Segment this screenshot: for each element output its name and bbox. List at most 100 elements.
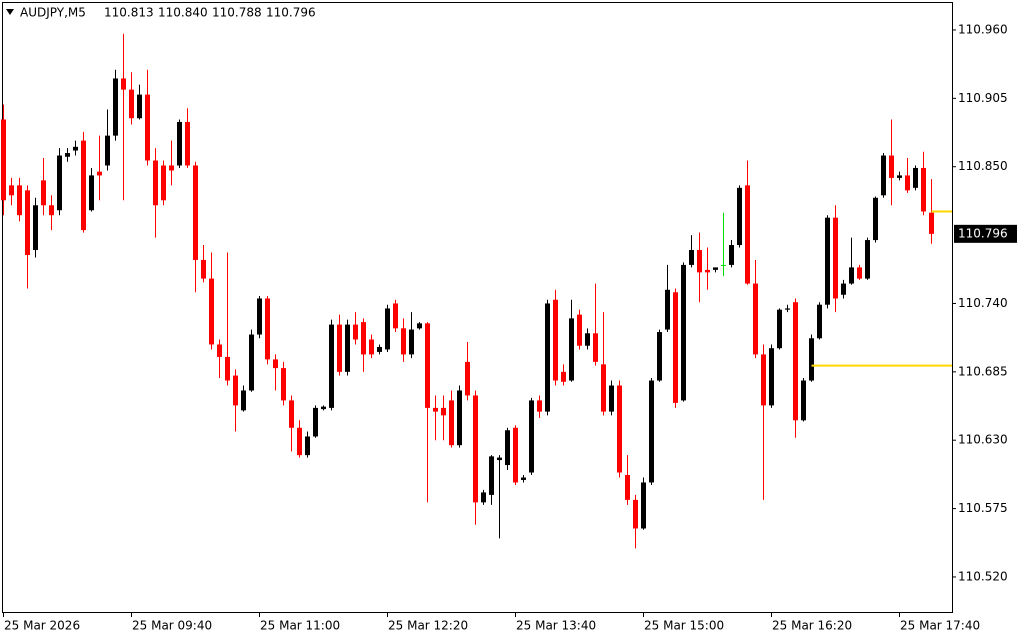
candle-body [505,430,510,466]
candle-body [705,269,710,273]
candle-body [865,240,870,279]
candle-body [697,250,702,273]
candle-body [489,456,494,495]
x-tick-label: 25 Mar 2026 [4,619,80,633]
candle-body [337,324,342,372]
y-tick-label: 110.850 [958,159,1008,173]
candle-body [153,160,158,206]
candle-body [73,146,78,151]
candle-body [889,155,894,178]
candle-body [89,175,94,211]
candle-body [353,324,358,340]
candle-body [9,185,14,196]
candle-body [481,492,486,503]
last-close: 110.796 [266,6,316,20]
menu-triangle [6,9,14,15]
candle-body [577,314,582,346]
candle-body [265,298,270,360]
plot-frame [2,2,953,613]
candle-body [881,155,886,196]
candle-body [193,165,198,260]
x-tick-label: 25 Mar 13:40 [516,619,596,633]
last-open: 110.813 [104,6,154,20]
candle-body [769,348,774,406]
candle-body [161,165,166,201]
x-tick-label: 25 Mar 09:40 [132,619,212,633]
candle-body [873,197,878,241]
candle-body [801,380,806,421]
candle-body [497,457,502,461]
candle-body [409,329,414,355]
candle-body [57,155,62,211]
candle-body [633,499,638,529]
candle-body [921,167,926,212]
y-tick-label: 110.630 [958,433,1008,447]
candle-body [625,475,630,500]
candle-body [553,299,558,381]
candle-body [521,477,526,480]
candle-body [137,94,142,119]
candle-body [345,324,350,372]
candle-body [569,318,574,381]
candle-body [729,245,734,265]
candle-body [313,407,318,437]
candle-body [529,400,534,473]
candle-body [425,323,430,408]
x-tick-label: 25 Mar 15:00 [644,619,724,633]
candle-body [897,175,902,178]
candle-body [209,278,214,345]
candle-body [121,78,126,90]
candle-body [241,390,246,411]
candle-body [649,380,654,483]
candle-body [457,390,462,446]
candle-body [601,364,606,412]
candle-body [441,407,446,416]
x-tick-label: 25 Mar 12:20 [388,619,468,633]
candle-body [33,205,38,251]
candle-body [233,375,238,406]
candle-body [417,323,422,329]
candle-body [369,339,374,355]
candle-body [113,78,118,136]
candle-body [857,267,862,279]
candle-body [281,368,286,401]
candle-body [257,298,262,335]
candle-body [273,359,278,369]
y-tick-label: 110.575 [958,501,1008,515]
candle-body [513,427,518,483]
candle-body [385,308,390,350]
candle-body [17,185,22,216]
candle-body [81,140,86,231]
x-tick-label: 25 Mar 17:40 [900,619,980,633]
candle-body [217,344,222,357]
candle-body [129,89,134,119]
candle-body [449,400,454,446]
candle-body [249,334,254,391]
candle-body [201,259,206,279]
candle-body [41,180,46,206]
candle-body [641,482,646,529]
symbol-title: AUDJPY,M5 [20,6,86,20]
candle-body [145,94,150,161]
candle-body [321,406,326,410]
candle-body [673,292,678,403]
candle-body [169,165,174,171]
candle-body [177,121,182,166]
candle-body [849,267,854,284]
candle-body [593,333,598,362]
current-price-box [954,224,1017,243]
candle-body [185,121,190,166]
y-tick-label: 110.740 [958,296,1008,310]
candle-body [841,283,846,295]
candle-body [97,171,102,176]
candle-body [809,338,814,381]
candle-body [657,332,662,381]
y-tick-label: 110.685 [958,364,1008,378]
candle-body [905,175,910,191]
candle-body [617,385,622,473]
candle-body [761,354,766,406]
y-tick-label: 110.905 [958,91,1008,105]
candle-body [377,346,382,352]
candle-body [753,283,758,355]
